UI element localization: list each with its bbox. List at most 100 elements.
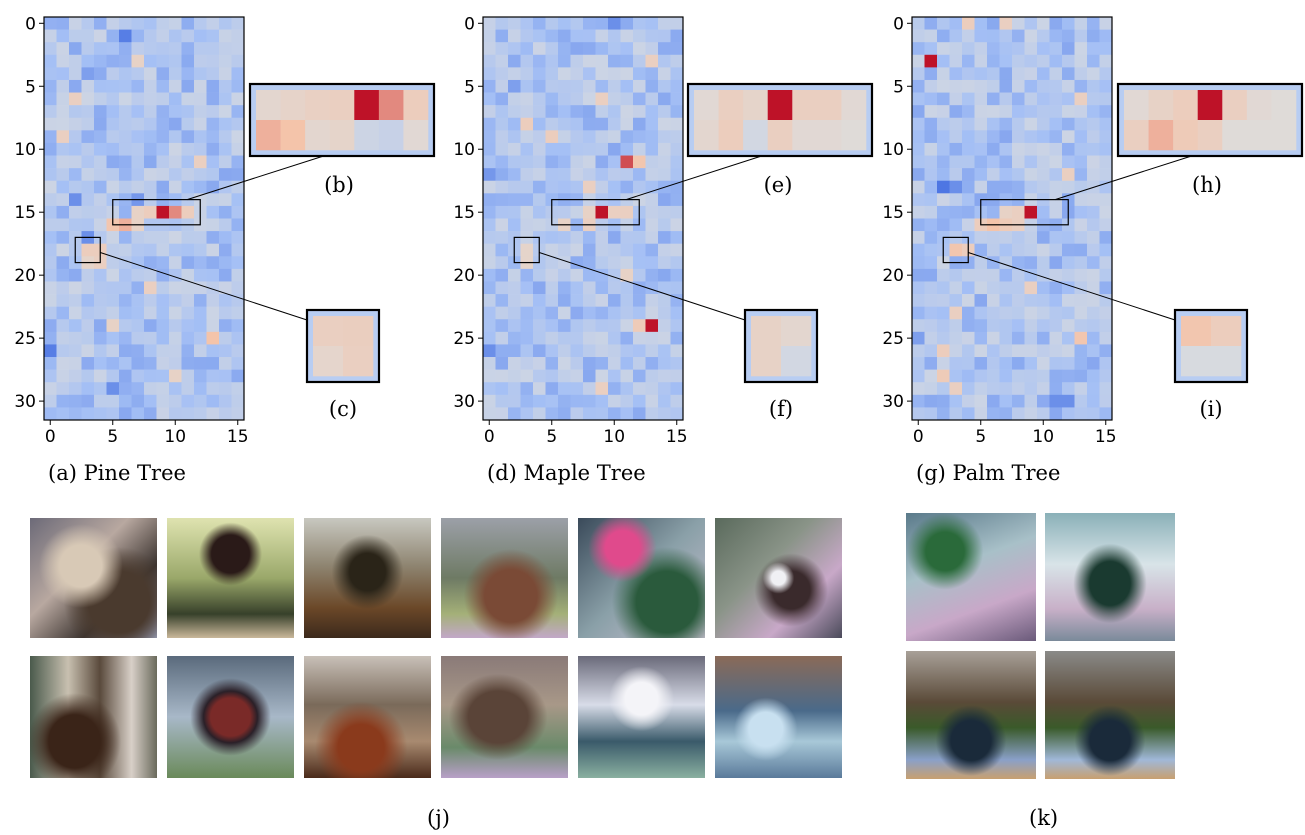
heatmap-cell bbox=[131, 306, 145, 320]
heatmap-cell bbox=[119, 168, 132, 182]
heatmap-cell bbox=[520, 168, 534, 182]
heatmap-cell bbox=[56, 243, 70, 257]
heatmap-cell bbox=[520, 357, 534, 370]
heatmap-cell bbox=[219, 369, 232, 383]
zoom-cell bbox=[403, 120, 429, 151]
heatmap-cell bbox=[1049, 319, 1063, 333]
heatmap-cell bbox=[999, 92, 1013, 106]
heatmap-cell bbox=[949, 357, 963, 370]
heatmap-cell bbox=[1024, 205, 1038, 219]
heatmap-cell bbox=[194, 142, 207, 156]
heatmap-cell bbox=[545, 155, 559, 169]
heatmap-cell bbox=[119, 79, 132, 93]
heatmap-cell bbox=[219, 394, 232, 408]
zoom-cell bbox=[1124, 90, 1149, 121]
heatmap-cell bbox=[570, 281, 584, 295]
heatmap-cell bbox=[94, 155, 107, 169]
heatmap-cell bbox=[987, 105, 1000, 119]
heatmap-cell bbox=[962, 357, 975, 370]
heatmap-cell bbox=[595, 17, 609, 30]
heatmap-cell bbox=[56, 357, 70, 370]
zoom-cell bbox=[1271, 120, 1297, 151]
heatmap-cell bbox=[533, 281, 546, 295]
heatmap-cell bbox=[69, 205, 82, 219]
heatmap-cell bbox=[949, 92, 963, 106]
heatmap-cell bbox=[131, 281, 145, 295]
heatmap-cell bbox=[194, 294, 207, 307]
heatmap-cell bbox=[999, 243, 1013, 257]
heatmap-cell bbox=[231, 369, 245, 383]
heatmap-cell bbox=[520, 319, 534, 333]
heatmap-cell bbox=[44, 319, 57, 333]
heatmap-cell bbox=[156, 369, 170, 383]
heatmap-cell bbox=[508, 168, 521, 182]
heatmap-cell bbox=[94, 331, 107, 345]
heatmap-cell bbox=[144, 268, 157, 282]
heatmap-cell bbox=[181, 92, 195, 106]
heatmap-cell bbox=[219, 331, 232, 345]
heatmap-cell bbox=[1049, 130, 1063, 144]
heatmap-cell bbox=[545, 168, 559, 182]
heatmap-cell bbox=[495, 42, 509, 56]
heatmap-cell bbox=[231, 382, 245, 396]
heatmap-cell bbox=[231, 281, 245, 295]
heatmap-cell bbox=[999, 331, 1013, 345]
heatmap-cell bbox=[545, 54, 559, 68]
heatmap-cell bbox=[937, 294, 950, 307]
heatmap-cell bbox=[81, 344, 95, 358]
heatmap-cell bbox=[56, 281, 70, 295]
heatmap-cell bbox=[595, 205, 609, 219]
heatmap-cell bbox=[69, 67, 82, 81]
heatmap-cell bbox=[645, 268, 659, 282]
heatmap-cell bbox=[545, 331, 559, 345]
heatmap-cell bbox=[658, 92, 671, 106]
heatmap-cell bbox=[1037, 294, 1050, 307]
heatmap-cell bbox=[974, 306, 988, 320]
heatmap-cell bbox=[194, 394, 207, 408]
heatmap-cell bbox=[987, 42, 1000, 56]
zoom-source-box bbox=[74, 236, 101, 264]
zoom-cell bbox=[329, 90, 355, 121]
zoom-cell bbox=[1197, 90, 1223, 121]
heatmap-cell bbox=[558, 205, 571, 219]
heatmap-cell bbox=[1099, 407, 1113, 421]
heatmap-cell bbox=[937, 268, 950, 282]
heatmap-cell bbox=[106, 42, 120, 56]
heatmap-cell bbox=[670, 218, 684, 232]
heatmap-cell bbox=[658, 155, 671, 169]
heatmap-cell bbox=[533, 29, 546, 43]
heatmap-cell bbox=[508, 67, 521, 81]
heatmap-cell bbox=[169, 369, 182, 383]
heatmap-cell bbox=[206, 231, 220, 244]
heatmap-cell bbox=[520, 17, 534, 30]
zoom-cell bbox=[1211, 316, 1242, 347]
heatmap-cell bbox=[1012, 67, 1025, 81]
heatmap-cell bbox=[81, 17, 95, 30]
heatmap-cell bbox=[181, 281, 195, 295]
heatmap-cell bbox=[545, 105, 559, 119]
heatmap-cell bbox=[583, 306, 596, 320]
heatmap-cell bbox=[633, 407, 646, 421]
heatmap-cell bbox=[545, 369, 559, 383]
zoom-label: (h) bbox=[1192, 173, 1222, 197]
heatmap-cell bbox=[56, 42, 70, 56]
heatmap-cell bbox=[1049, 382, 1063, 396]
heatmap-cell bbox=[1049, 306, 1063, 320]
heatmap-cell bbox=[570, 407, 584, 421]
heatmap-cell bbox=[69, 79, 82, 93]
heatmap-cell bbox=[949, 205, 963, 219]
heatmap-cell bbox=[608, 105, 621, 119]
heatmap-cell bbox=[620, 268, 634, 282]
heatmap-cell bbox=[520, 281, 534, 295]
heatmap-cell bbox=[962, 193, 975, 207]
heatmap-cell bbox=[608, 382, 621, 396]
heatmap-cell bbox=[670, 306, 684, 320]
heatmap-cell bbox=[608, 319, 621, 333]
heatmap-cell bbox=[231, 331, 245, 345]
heatmap-cell bbox=[912, 67, 925, 81]
heatmap-cell bbox=[533, 268, 546, 282]
heatmap-cell bbox=[483, 268, 496, 282]
feature-visualization-k-1 bbox=[906, 513, 1036, 641]
heatmap-cell bbox=[520, 243, 534, 257]
